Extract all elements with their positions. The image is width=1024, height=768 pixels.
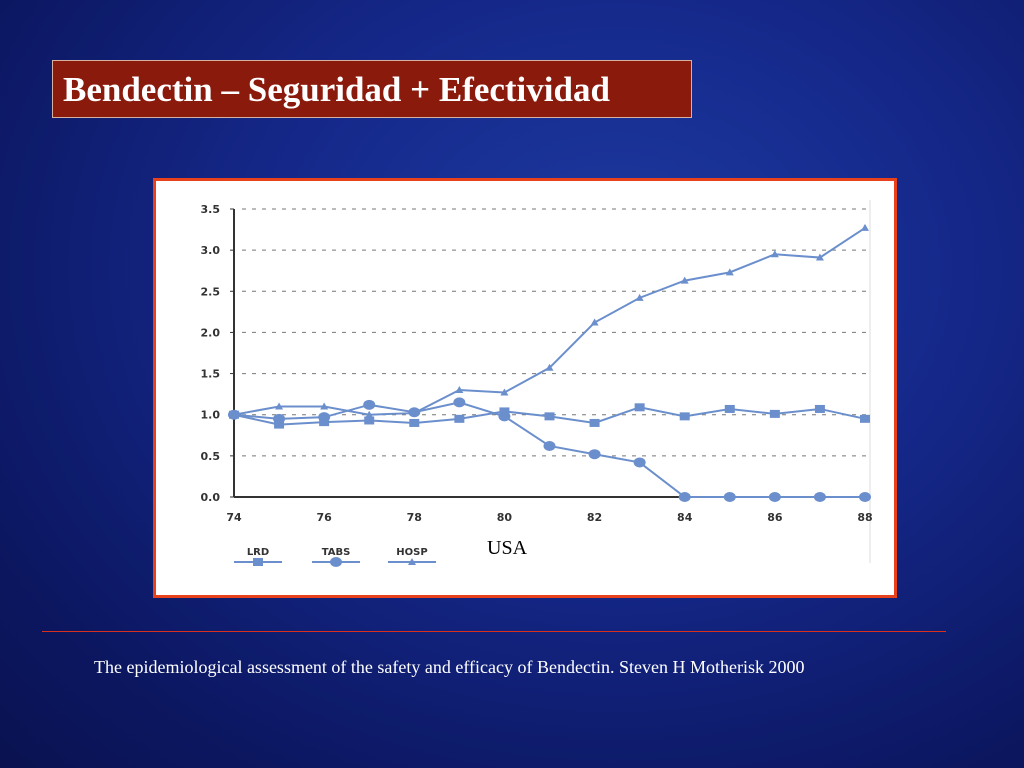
- data-point-lrd: [364, 416, 375, 425]
- data-point-hosp: [545, 363, 554, 371]
- data-point-hosp: [590, 318, 599, 326]
- data-point-hosp: [320, 402, 329, 410]
- data-point-tabs: [678, 492, 691, 502]
- citation: The epidemiological assessment of the sa…: [94, 657, 805, 677]
- data-point-lrd: [409, 418, 420, 427]
- data-point-tabs: [273, 413, 286, 424]
- data-point-hosp: [275, 402, 284, 410]
- data-point-hosp: [500, 388, 509, 396]
- data-point-tabs: [633, 457, 646, 468]
- x-tick-label: 88: [857, 511, 872, 524]
- data-point-tabs: [543, 440, 556, 451]
- data-point-tabs: [588, 449, 601, 460]
- series-line-hosp: [233, 227, 866, 416]
- data-point-hosp: [861, 223, 869, 231]
- y-tick-label: 0.5: [201, 450, 221, 463]
- data-point-hosp: [455, 386, 464, 394]
- chart-annotation-usa: USA: [487, 537, 528, 559]
- data-point-hosp: [680, 276, 689, 284]
- divider-line: [42, 631, 946, 632]
- data-point-lrd: [589, 418, 600, 427]
- y-tick-label: 1.5: [201, 368, 221, 381]
- y-tick-label: 2.0: [201, 326, 221, 339]
- legend-label-lrd: LRD: [247, 547, 269, 558]
- data-point-hosp: [635, 293, 644, 301]
- x-tick-label: 86: [767, 511, 783, 524]
- data-point-lrd: [634, 403, 645, 412]
- y-tick-label: 2.5: [201, 285, 221, 298]
- y-tick-label: 3.5: [201, 203, 221, 216]
- data-point-tabs: [498, 411, 511, 422]
- data-point-tabs: [768, 492, 781, 502]
- data-point-lrd: [769, 409, 780, 418]
- x-tick-label: 84: [677, 511, 693, 524]
- data-point-hosp: [725, 268, 734, 276]
- data-point-hosp: [770, 250, 779, 258]
- data-point-lrd: [454, 414, 465, 423]
- data-point-lrd: [814, 404, 825, 413]
- legend-marker-lrd: [253, 558, 263, 566]
- legend-label-tabs: TABS: [322, 547, 351, 558]
- x-tick-label: 76: [316, 511, 332, 524]
- x-tick-label: 74: [226, 511, 242, 524]
- legend-marker-hosp: [408, 558, 416, 565]
- chart-frame: [153, 178, 897, 598]
- y-tick-label: 0.0: [201, 491, 221, 504]
- slide-title: Bendectin – Seguridad + Efectividad: [52, 60, 692, 118]
- data-point-hosp: [410, 409, 419, 417]
- y-tick-label: 3.0: [201, 244, 221, 257]
- x-tick-label: 78: [407, 511, 422, 524]
- data-point-hosp: [230, 410, 238, 418]
- data-point-lrd: [724, 404, 735, 413]
- data-point-lrd: [860, 414, 870, 423]
- data-point-tabs: [453, 397, 466, 408]
- y-tick-label: 1.0: [201, 409, 221, 422]
- data-point-tabs: [723, 492, 736, 502]
- data-point-tabs: [363, 399, 376, 410]
- legend-marker-tabs: [330, 557, 342, 567]
- data-point-tabs: [813, 492, 826, 502]
- data-point-lrd: [679, 412, 690, 421]
- data-point-hosp: [815, 253, 824, 261]
- data-point-lrd: [274, 420, 285, 429]
- legend-label-hosp: HOSP: [396, 547, 427, 558]
- data-point-tabs: [859, 492, 871, 502]
- data-point-lrd: [544, 412, 555, 421]
- data-point-hosp: [365, 410, 374, 418]
- x-tick-label: 80: [497, 511, 513, 524]
- x-tick-label: 82: [587, 511, 602, 524]
- data-point-tabs: [318, 412, 331, 423]
